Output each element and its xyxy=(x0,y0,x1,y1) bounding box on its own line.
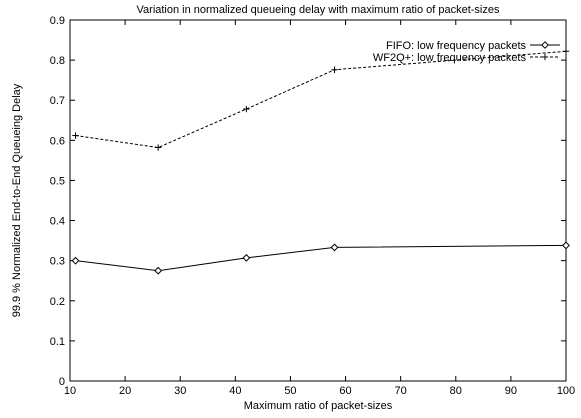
data-point-wf2q xyxy=(562,48,570,55)
x-tick-label: 80 xyxy=(450,385,462,397)
legend-label: FIFO: low frequency packets xyxy=(386,40,526,52)
x-tick-label: 100 xyxy=(557,385,575,397)
x-tick-label: 10 xyxy=(64,385,76,397)
data-point-fifo xyxy=(71,256,80,265)
data-point-wf2q xyxy=(72,132,79,139)
data-point-fifo xyxy=(562,241,570,250)
series-line-fifo xyxy=(75,244,567,272)
legend-marker xyxy=(541,53,549,61)
x-tick-label: 40 xyxy=(229,385,241,397)
x-tick-label: 20 xyxy=(119,385,131,397)
data-point-fifo xyxy=(330,243,339,252)
data-point-wf2q xyxy=(154,144,162,151)
y-axis-label: 99.9 % Normalized End-to-End Queueing De… xyxy=(11,83,23,317)
y-tick-label: 0.5 xyxy=(50,175,65,187)
plot-frame xyxy=(69,19,567,382)
y-tick-label: 0.1 xyxy=(50,336,65,348)
y-axis: 0 0.1 0.2 0.3 0.4 0.5 0.6 0.7 0.8 0.9 xyxy=(50,15,566,388)
y-tick-label: 0.8 xyxy=(50,55,65,67)
y-tick-label: 0.2 xyxy=(50,296,65,308)
y-tick-label: 0.4 xyxy=(50,216,65,228)
x-tick-label: 50 xyxy=(284,385,296,397)
y-tick-label: 0.9 xyxy=(50,15,65,27)
y-tick-label: 0.7 xyxy=(50,95,65,107)
data-point-fifo xyxy=(242,253,251,262)
y-tick-label: 0.6 xyxy=(50,135,65,147)
series-layer xyxy=(71,48,570,275)
x-tick-label: 70 xyxy=(395,385,407,397)
data-point-fifo xyxy=(154,266,163,275)
series-line-wf2q xyxy=(75,50,567,149)
x-tick-label: 90 xyxy=(505,385,517,397)
x-axis-label: Maximum ratio of packet-sizes xyxy=(244,400,393,412)
legend-label: WF2Q+: low frequency packets xyxy=(373,52,527,64)
data-point-wf2q xyxy=(331,66,338,73)
legend-marker xyxy=(541,41,549,49)
x-tick-label: 60 xyxy=(339,385,351,397)
x-tick-label: 30 xyxy=(174,385,186,397)
data-point-wf2q xyxy=(243,105,250,113)
y-tick-label: 0.3 xyxy=(50,256,65,268)
x-axis: 10 20 30 40 50 60 70 80 90 100 xyxy=(64,20,575,397)
y-tick-label: 0 xyxy=(59,376,65,388)
chart-title: Variation in normalized queueing delay w… xyxy=(137,4,500,16)
